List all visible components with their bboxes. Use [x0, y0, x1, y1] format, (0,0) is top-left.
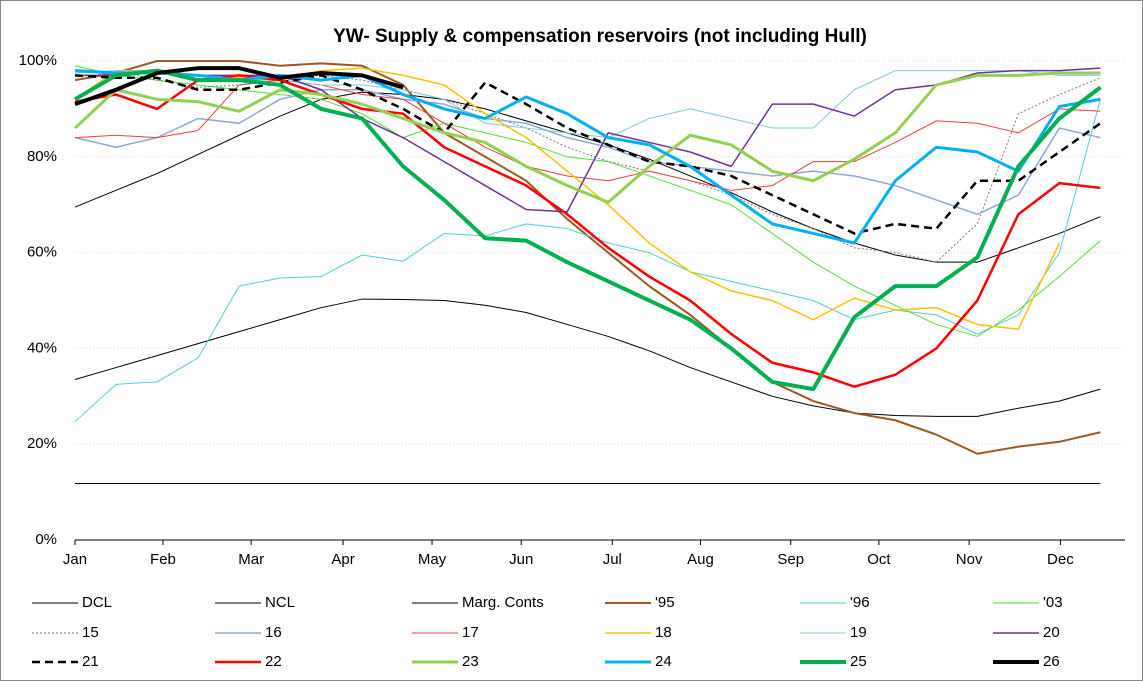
series-line [73, 71, 1101, 204]
legend-label: NCL [265, 594, 295, 611]
series-line [74, 67, 1061, 330]
legend-label: '95 [655, 594, 675, 611]
x-tick-label: Jan [63, 551, 87, 568]
legend-label: 22 [265, 653, 282, 670]
legend-label: 21 [82, 653, 99, 670]
series-line [74, 298, 1101, 417]
x-tick-label: Apr [331, 551, 354, 568]
y-tick-label: 80% [27, 148, 57, 165]
y-tick-label: 100% [19, 52, 57, 69]
x-tick-label: Mar [238, 551, 264, 568]
legend-label: 16 [265, 624, 282, 641]
legend-label: '03 [1043, 594, 1063, 611]
legend-label: 23 [462, 653, 479, 670]
y-tick-label: 40% [27, 339, 57, 356]
series-line [74, 79, 1101, 191]
legend-label: 20 [1043, 624, 1060, 641]
legend-label: 18 [655, 624, 672, 641]
x-tick-label: Feb [150, 551, 176, 568]
series-line [73, 68, 1102, 392]
y-tick-label: 20% [27, 435, 57, 452]
x-tick-label: Sep [777, 551, 804, 568]
x-tick-label: Dec [1047, 551, 1074, 568]
series-line [74, 66, 404, 106]
x-tick-label: May [418, 551, 447, 568]
x-tick-label: Jun [509, 551, 533, 568]
legend-label: '96 [850, 594, 870, 611]
legend-label: 17 [462, 624, 479, 641]
legend-label: 19 [850, 624, 867, 641]
legend-label: Marg. Conts [462, 594, 544, 611]
y-tick-label: 60% [27, 244, 57, 261]
legend-label: 26 [1043, 653, 1060, 670]
series-line [74, 74, 1102, 235]
legend-label: DCL [82, 594, 112, 611]
series-line [74, 65, 1101, 337]
chart-title: YW- Supply & compensation reservoirs (no… [333, 26, 867, 47]
legend-label: 25 [850, 653, 867, 670]
series-line [74, 88, 1101, 216]
x-tick-label: Jul [603, 551, 622, 568]
legend-label: 15 [82, 624, 99, 641]
series-line [74, 99, 1101, 423]
x-tick-label: Oct [867, 551, 891, 568]
y-tick-label: 0% [35, 531, 57, 548]
x-tick-label: Aug [687, 551, 714, 568]
x-tick-label: Nov [956, 551, 983, 568]
legend-label: 24 [655, 653, 672, 670]
series-line [74, 74, 1101, 388]
